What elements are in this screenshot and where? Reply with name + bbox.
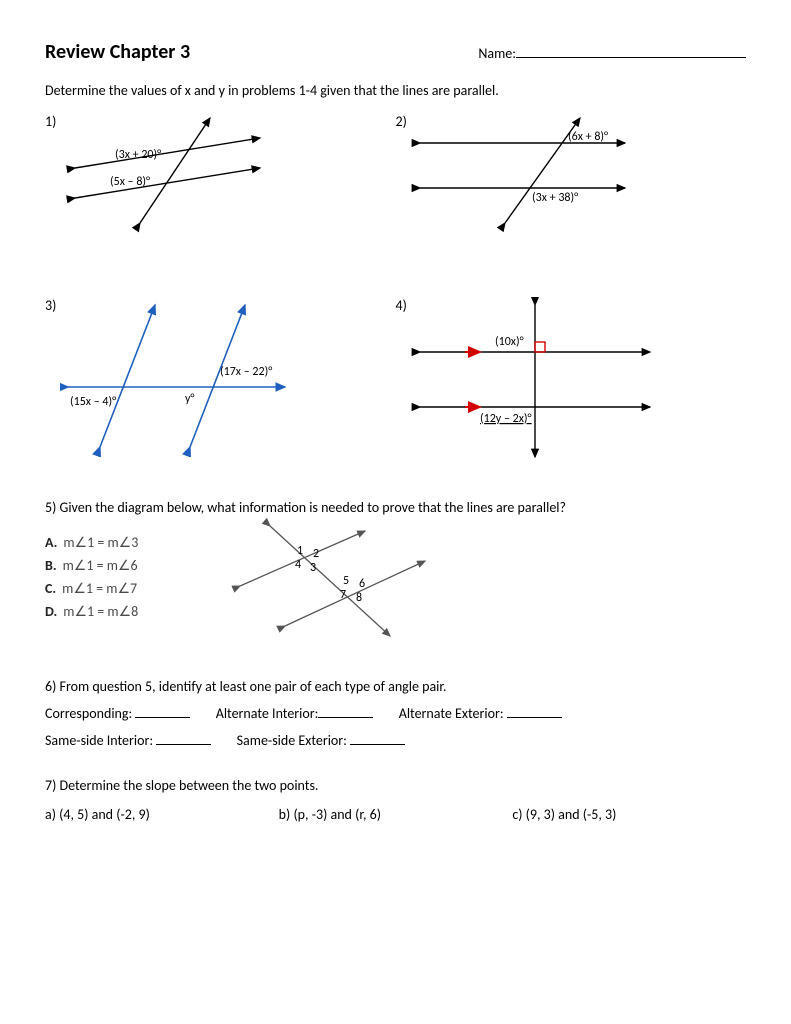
q5-choice-b: B.m∠1 = m∠6 <box>45 557 225 574</box>
q1-diagram: (3x + 20)° (5x – 8)° <box>60 113 280 237</box>
q2-diagram: (6x + 8)° (3x + 38)° <box>410 113 640 237</box>
q5-choice-d: D.m∠1 = m∠8 <box>45 603 225 620</box>
q6-row2: Same-side Interior: Same-side Exterior: <box>45 732 746 749</box>
q3-angle1: (15x – 4)° <box>70 395 116 409</box>
svg-text:6: 6 <box>359 577 365 591</box>
q4-angle1: (10x)° <box>495 335 524 349</box>
q6-sameint-label: Same-side Interior: <box>45 732 153 749</box>
q2-angle2: (3x + 38)° <box>532 191 578 205</box>
q6-altint-blank[interactable] <box>318 705 373 718</box>
q7-prompt: 7) Determine the slope between the two p… <box>45 777 746 794</box>
q6-sameext-label: Same-side Exterior: <box>237 732 347 749</box>
q4-angle2: (12y – 2x)° <box>480 412 532 426</box>
q3-angle2: (17x – 22)° <box>220 365 272 379</box>
q6-prompt: 6) From question 5, identify at least on… <box>45 678 746 695</box>
instructions: Determine the values of x and y in probl… <box>45 82 746 99</box>
name-field: Name: <box>478 45 746 62</box>
q7-a: a) (4, 5) and (-2, 9) <box>45 806 279 823</box>
svg-text:3: 3 <box>310 561 316 575</box>
q1-angle1: (3x + 20)° <box>115 148 161 162</box>
svg-text:5: 5 <box>343 574 349 588</box>
q6-corresponding-blank[interactable] <box>135 705 190 718</box>
q4-number: 4) <box>396 297 407 314</box>
q5-choices: A.m∠1 = m∠3 B.m∠1 = m∠6 C.m∠1 = m∠7 D.m∠… <box>45 528 225 626</box>
q1-angle2: (5x – 8)° <box>110 175 150 189</box>
name-blank[interactable] <box>516 57 746 58</box>
q2-angle1: (6x + 8)° <box>568 130 608 144</box>
q5-choice-c: C.m∠1 = m∠7 <box>45 580 225 597</box>
q3-diagram: (15x – 4)° (17x – 22)° y° <box>60 297 300 461</box>
q6-altint-label: Alternate Interior: <box>216 705 319 722</box>
q6-altext-blank[interactable] <box>507 705 562 718</box>
svg-text:1: 1 <box>297 544 303 558</box>
q2-number: 2) <box>396 113 407 130</box>
q3-angle3: y° <box>185 392 195 406</box>
q1-number: 1) <box>45 113 56 130</box>
svg-text:2: 2 <box>313 547 319 561</box>
q3-number: 3) <box>45 297 56 314</box>
q4-diagram: (10x)° (12y – 2x)° <box>410 297 660 471</box>
q5-diagram: 1 2 3 4 5 6 7 8 <box>225 516 445 650</box>
q6-sameint-blank[interactable] <box>156 732 211 745</box>
q6-corresponding-label: Corresponding: <box>45 705 132 722</box>
q7-c: c) (9, 3) and (-5, 3) <box>512 806 746 823</box>
q5-prompt: 5) Given the diagram below, what informa… <box>45 499 746 516</box>
q6-row1: Corresponding: Alternate Interior: Alter… <box>45 705 746 722</box>
q6-altext-label: Alternate Exterior: <box>399 705 504 722</box>
q7-b: b) (p, -3) and (r, 6) <box>279 806 513 823</box>
svg-text:7: 7 <box>340 588 346 602</box>
q5-choice-a: A.m∠1 = m∠3 <box>45 534 225 551</box>
q6-sameext-blank[interactable] <box>350 732 405 745</box>
svg-text:4: 4 <box>295 558 301 572</box>
svg-text:8: 8 <box>356 591 362 605</box>
page-title: Review Chapter 3 <box>45 40 190 64</box>
name-label: Name: <box>478 45 516 62</box>
